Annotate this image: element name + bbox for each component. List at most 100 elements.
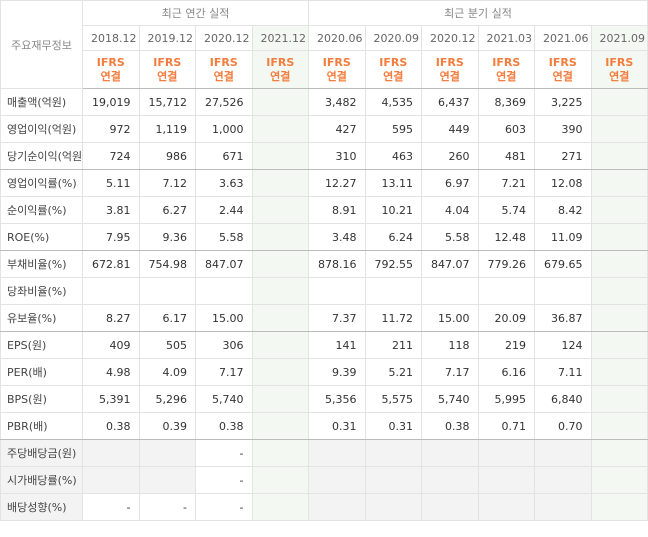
basis-header: IFRS 연결 [138, 50, 196, 89]
cell [590, 412, 648, 440]
cell [477, 466, 535, 494]
cell: 12.08 [534, 169, 592, 197]
cell [590, 331, 648, 359]
basis-header: IFRS 연결 [590, 50, 648, 89]
basis-label: IFRS [548, 55, 577, 69]
cell: 3.63 [195, 169, 253, 197]
cell: 2.44 [195, 196, 253, 224]
cell: 141 [308, 331, 366, 359]
cell: 5,995 [477, 385, 535, 413]
cell [138, 439, 196, 467]
data-row: 영업이익률(%) 5.11 7.12 3.63 12.27 13.11 6.97 7.21 12… [0, 169, 648, 197]
period-header: 2020.06 [308, 25, 366, 51]
table-body: 매출액(억원) 19,019 15,712 27,526 3,482 4,535 6,437… [0, 88, 648, 521]
cell [195, 277, 253, 305]
cell [590, 196, 648, 224]
row-label: 영업이익(억원) [0, 115, 83, 143]
row-label: 순이익률(%) [0, 196, 83, 224]
data-row: BPS(원) 5,391 5,296 5,740 5,356 5,575 5,740 5,99… [0, 385, 648, 413]
group-header: 최근 분기 실적 [308, 0, 648, 26]
data-row: 시가배당률(%) - [0, 466, 648, 494]
period-header: 2019.12 [138, 25, 196, 51]
cell: 5.21 [364, 358, 422, 386]
cell: 0.71 [477, 412, 535, 440]
cell [590, 88, 648, 116]
cell: 12.48 [477, 223, 535, 251]
cell [308, 277, 366, 305]
period-label: 2021.09 [599, 31, 646, 45]
basis-label: 연결 [383, 69, 404, 83]
basis-label: 연결 [326, 69, 347, 83]
cell [308, 466, 366, 494]
cell: 1,000 [195, 115, 253, 143]
cell: 8,369 [477, 88, 535, 116]
basis-header: IFRS 연결 [421, 50, 479, 89]
cell: 7.95 [82, 223, 140, 251]
cell [534, 493, 592, 521]
cell [590, 493, 648, 521]
data-row: 당기순이익(억원) 724 986 671 310 463 260 481 271 [0, 142, 648, 170]
cell: 8.42 [534, 196, 592, 224]
cell: 5.11 [82, 169, 140, 197]
cell [82, 466, 140, 494]
data-row: PER(배) 4.98 4.09 7.17 9.39 5.21 7.17 6.16 7.11 [0, 358, 648, 386]
cell [590, 277, 648, 305]
basis-label: 연결 [496, 69, 517, 83]
cell [251, 223, 309, 251]
cell [477, 277, 535, 305]
cell: 6.16 [477, 358, 535, 386]
cell: 5,296 [138, 385, 196, 413]
cell: 5,740 [195, 385, 253, 413]
corner-header: 주요재무정보 [0, 0, 83, 89]
cell: 0.38 [421, 412, 479, 440]
basis-label: 연결 [609, 69, 630, 83]
cell: 306 [195, 331, 253, 359]
cell: 4.98 [82, 358, 140, 386]
cell [251, 412, 309, 440]
basis-label: IFRS [435, 55, 464, 69]
cell: 5.58 [195, 223, 253, 251]
cell: 5,391 [82, 385, 140, 413]
cell: 15.00 [421, 304, 479, 332]
cell [364, 466, 422, 494]
data-row: 유보율(%) 8.27 6.17 15.00 7.37 11.72 15.00 20.09 36… [0, 304, 648, 332]
cell [82, 277, 140, 305]
period-header: 2021.03 [477, 25, 535, 51]
cell [590, 115, 648, 143]
cell: 779.26 [477, 250, 535, 278]
period-label: 2020.12 [430, 31, 476, 45]
basis-label: 연결 [100, 69, 121, 83]
cell: 4,535 [364, 88, 422, 116]
period-label: 2020.09 [373, 31, 420, 45]
row-label: PBR(배) [0, 412, 83, 440]
financial-table: 주요재무정보 최근 연간 실적 최근 분기 실적 2018.12 2019.12 20… [0, 0, 648, 521]
cell: 4.04 [421, 196, 479, 224]
cell: 6,437 [421, 88, 479, 116]
cell [251, 358, 309, 386]
cell [251, 169, 309, 197]
basis-header: IFRS 연결 [534, 50, 592, 89]
cell [477, 493, 535, 521]
cell: 7.17 [421, 358, 479, 386]
basis-header: IFRS 연결 [251, 50, 309, 89]
cell: 12.27 [308, 169, 366, 197]
period-header: 2021.09 (E) [590, 25, 648, 51]
cell: 6.17 [138, 304, 196, 332]
basis-label: IFRS [379, 55, 408, 69]
cell [251, 385, 309, 413]
row-label: 시가배당률(%) [0, 466, 83, 494]
row-label: 배당성향(%) [0, 493, 83, 521]
basis-label: IFRS [153, 55, 182, 69]
cell: 5.58 [421, 223, 479, 251]
cell [251, 196, 309, 224]
basis-row: IFRS 연결 IFRS 연결 IFRS 연결 IFRS 연결 IFRS 연결 IFRS 연결 IFRS… [1, 50, 648, 89]
basis-label: IFRS [492, 55, 521, 69]
cell: 5,356 [308, 385, 366, 413]
cell [421, 493, 479, 521]
cell: 124 [534, 331, 592, 359]
cell [590, 358, 648, 386]
period-header: 2018.12 [82, 25, 140, 51]
cell: 754.98 [138, 250, 196, 278]
cell [82, 439, 140, 467]
cell [534, 277, 592, 305]
